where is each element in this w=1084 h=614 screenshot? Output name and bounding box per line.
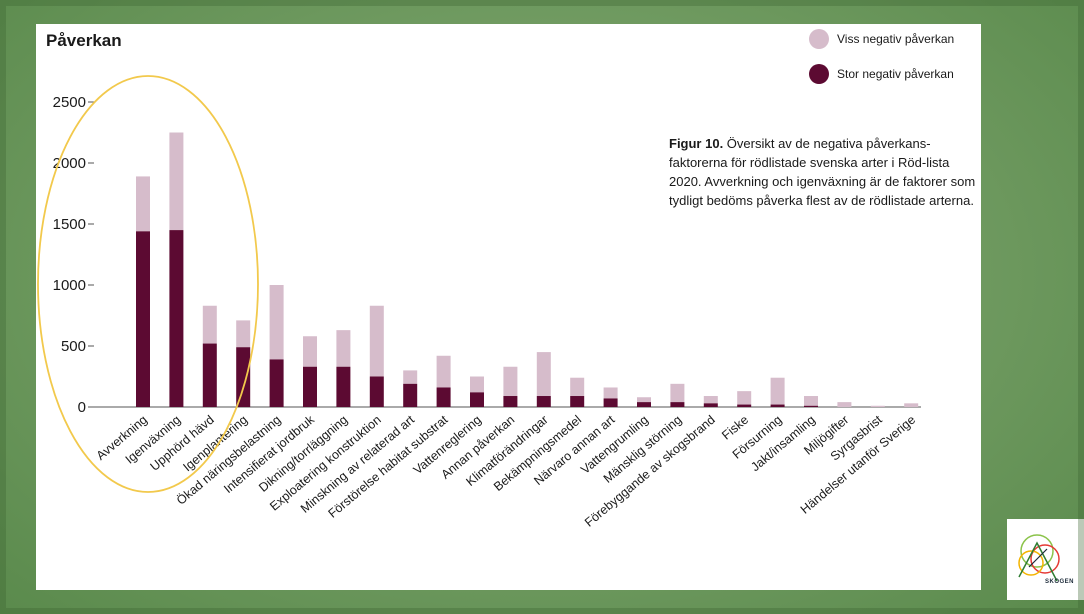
bar-viss xyxy=(637,397,651,403)
bar-stor xyxy=(603,398,618,407)
bar-viss xyxy=(336,330,351,367)
bar-stor xyxy=(503,396,518,407)
bar-stor xyxy=(202,343,217,407)
bar-viss xyxy=(202,305,217,344)
bar-viss xyxy=(470,376,484,393)
caption-bold: Figur 10. xyxy=(669,136,724,151)
bar-stor xyxy=(737,404,752,407)
bar-viss xyxy=(804,396,818,406)
bar-stor xyxy=(536,396,551,407)
y-tick-label: 2500 xyxy=(53,94,86,111)
legend-swatch xyxy=(809,64,829,84)
bar-viss xyxy=(169,132,184,231)
bar-viss xyxy=(870,405,885,407)
bar-stor xyxy=(703,403,718,407)
y-tick-label: 500 xyxy=(61,338,86,355)
bar-stor xyxy=(470,392,484,407)
bar-viss xyxy=(670,383,685,403)
skogen-logo: SKOGEN xyxy=(1007,519,1084,600)
caption-text: Översikt av de negativa påverkans-faktor… xyxy=(669,136,976,208)
bar-stor xyxy=(637,402,651,407)
annotation-ellipse xyxy=(37,75,259,493)
bar-viss xyxy=(603,387,618,399)
bar-viss xyxy=(703,396,718,404)
legend-label: Stor negativ påverkan xyxy=(837,67,954,81)
figure-caption: Figur 10. Översikt av de negativa påverk… xyxy=(669,134,981,210)
bar-viss xyxy=(904,403,919,407)
y-tick-label: 2000 xyxy=(53,155,86,172)
skogen-logo-icon xyxy=(1018,534,1060,582)
logo-text: SKOGEN xyxy=(1045,579,1075,585)
y-tick-label: 1000 xyxy=(53,277,86,294)
bar-stor xyxy=(303,366,317,407)
bar-stor xyxy=(770,404,785,407)
bar-stor xyxy=(804,405,818,407)
bar-viss xyxy=(236,320,251,348)
bar-viss xyxy=(536,352,551,397)
bar-stor xyxy=(136,231,150,407)
bar-stor xyxy=(169,230,184,407)
bar-viss xyxy=(303,336,317,367)
bar-viss xyxy=(136,176,150,232)
bar-viss xyxy=(737,391,752,405)
bar-chart: Påverkan05001000150020002500AvverkningIg… xyxy=(37,29,954,530)
bar-stor xyxy=(670,402,685,407)
y-tick-label: 1500 xyxy=(53,216,86,233)
bar-viss xyxy=(403,370,418,384)
bar-stor xyxy=(336,366,351,407)
bar-viss xyxy=(770,377,785,405)
bar-stor xyxy=(369,376,384,407)
bar-viss xyxy=(369,305,384,377)
bar-viss xyxy=(269,285,284,360)
bar-stor xyxy=(403,383,418,407)
bar-viss xyxy=(570,377,585,397)
bar-viss xyxy=(837,402,852,407)
bar-stor xyxy=(570,396,585,407)
bar-stor xyxy=(269,359,284,407)
bar-stor xyxy=(436,387,451,407)
bar-viss xyxy=(436,355,451,388)
legend-swatch xyxy=(809,29,829,49)
bar-viss xyxy=(503,366,518,397)
chart-title: Påverkan xyxy=(46,31,122,50)
legend-label: Viss negativ påverkan xyxy=(837,32,954,46)
y-tick-label: 0 xyxy=(78,399,86,416)
bar-stor xyxy=(236,347,251,407)
chart-panel: Påverkan 0 500 1000 1500 2000 2500 Avverkning Ig… xyxy=(36,24,981,590)
